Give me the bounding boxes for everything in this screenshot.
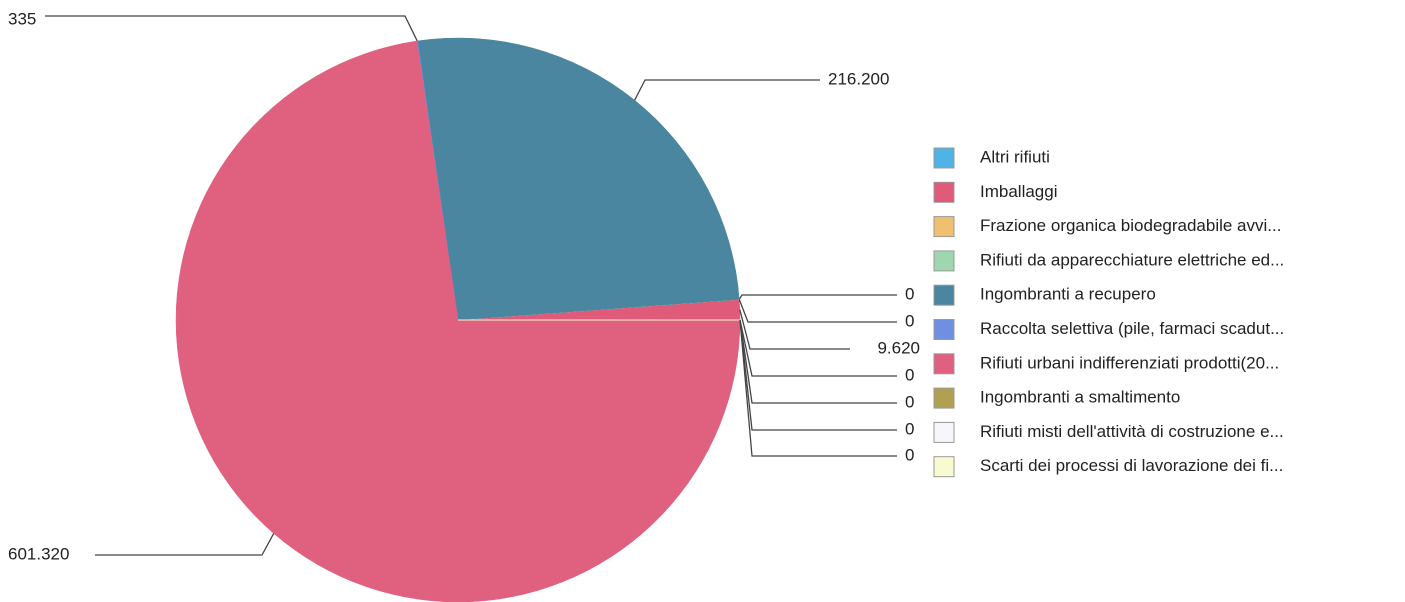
legend-label: Rifiuti urbani indifferenziati prodotti(… [980, 353, 1279, 372]
legend-swatch [933, 456, 955, 478]
leader-line [739, 319, 897, 457]
legend-label: Ingombranti a recupero [980, 285, 1156, 304]
pie-slice [175, 40, 741, 602]
leader-line [739, 319, 897, 377]
data-label: 601.320 [8, 544, 69, 563]
legend-label: Frazione organica biodegradabile avvi... [980, 216, 1281, 235]
legend-label: Scarti dei processi di lavorazione dei f… [980, 456, 1283, 475]
data-label: 0 [905, 284, 914, 303]
legend-swatch [933, 421, 955, 443]
leader-line [45, 15, 418, 42]
data-label: 0 [905, 445, 914, 464]
leader-line [739, 319, 897, 404]
leader-line [739, 309, 850, 350]
legend-swatch [933, 216, 955, 238]
legend-swatch [933, 250, 955, 272]
legend-label: Ingombranti a smaltimento [980, 388, 1180, 407]
legend-swatch [933, 181, 955, 203]
leader-line [739, 319, 897, 431]
legend-swatch [933, 284, 955, 306]
legend-label: Altri rifiuti [980, 147, 1050, 166]
data-label: 0 [905, 419, 914, 438]
leader-line [738, 299, 897, 323]
leader-line [95, 533, 275, 556]
data-label: 9.620 [877, 338, 920, 357]
legend-label: Imballaggi [980, 182, 1058, 201]
legend-swatch [933, 147, 955, 169]
leader-line [738, 294, 897, 300]
data-label: 0 [905, 365, 914, 384]
legend-label: Rifiuti da apparecchiature elettriche ed… [980, 250, 1284, 269]
data-label: 335 [8, 9, 36, 28]
data-label: 0 [905, 311, 914, 330]
data-label: 0 [905, 392, 914, 411]
legend-swatch [933, 319, 955, 340]
legend-swatch [933, 387, 955, 409]
leader-line [634, 79, 820, 101]
legend-label: Rifiuti misti dell'attività di costruzio… [980, 422, 1284, 441]
legend-label: Raccolta selettiva (pile, farmaci scadut… [980, 319, 1284, 338]
data-label: 216.200 [828, 69, 889, 88]
legend-swatch [933, 353, 955, 375]
